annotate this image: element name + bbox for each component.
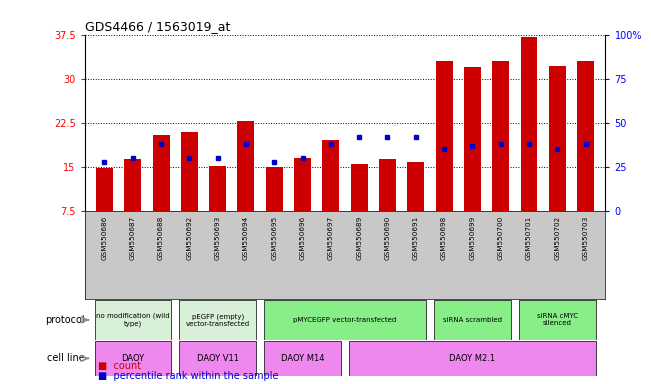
Bar [209,166,226,211]
Text: siRNA scrambled: siRNA scrambled [443,317,502,323]
Bar [266,167,283,211]
Bar [549,66,566,211]
Bar [264,300,426,340]
Bar [379,159,396,211]
Bar [180,300,256,340]
Bar [124,159,141,211]
Bar [264,341,340,376]
Text: ■  percentile rank within the sample: ■ percentile rank within the sample [98,371,278,381]
Text: ■  count: ■ count [98,361,141,371]
Bar [351,164,368,211]
Bar [180,341,256,376]
Bar [294,158,311,211]
Bar [350,341,596,376]
Bar [577,61,594,211]
Bar [492,61,509,211]
Bar [96,168,113,211]
Text: GSM550697: GSM550697 [328,215,334,260]
Text: GSM550691: GSM550691 [413,215,419,260]
Text: cell line: cell line [48,353,85,363]
Text: GSM550686: GSM550686 [102,215,107,260]
Text: GSM550694: GSM550694 [243,215,249,260]
Bar [322,141,339,211]
Text: GSM550687: GSM550687 [130,215,136,260]
Bar [519,300,596,340]
Bar [94,341,171,376]
Text: GSM550692: GSM550692 [186,215,192,260]
Bar [238,121,255,211]
Text: protocol: protocol [46,315,85,325]
Text: GSM550695: GSM550695 [271,215,277,260]
Bar [436,61,452,211]
Text: GSM550699: GSM550699 [469,215,475,260]
Text: pEGFP (empty)
vector-transfected: pEGFP (empty) vector-transfected [186,313,250,326]
Text: GSM550698: GSM550698 [441,215,447,260]
Bar [408,162,424,211]
Text: GSM550690: GSM550690 [385,215,391,260]
Bar [152,134,169,211]
Text: GDS4466 / 1563019_at: GDS4466 / 1563019_at [85,20,230,33]
Text: GSM550693: GSM550693 [215,215,221,260]
Text: GSM550703: GSM550703 [583,215,589,260]
Text: siRNA cMYC
silenced: siRNA cMYC silenced [537,313,578,326]
Text: GSM550696: GSM550696 [299,215,305,260]
Bar [521,38,538,211]
Bar [181,132,198,211]
Text: GSM550702: GSM550702 [554,215,561,260]
Bar [464,67,481,211]
Text: GSM550688: GSM550688 [158,215,164,260]
Bar [434,300,510,340]
Text: GSM550689: GSM550689 [356,215,362,260]
Text: pMYCEGFP vector-transfected: pMYCEGFP vector-transfected [294,317,396,323]
Text: DAOY V11: DAOY V11 [197,354,239,363]
Text: DAOY M14: DAOY M14 [281,354,324,363]
Text: GSM550701: GSM550701 [526,215,532,260]
Text: GSM550700: GSM550700 [498,215,504,260]
Text: no modification (wild
type): no modification (wild type) [96,313,169,327]
Text: DAOY M2.1: DAOY M2.1 [449,354,495,363]
Text: DAOY: DAOY [121,354,145,363]
Bar [94,300,171,340]
